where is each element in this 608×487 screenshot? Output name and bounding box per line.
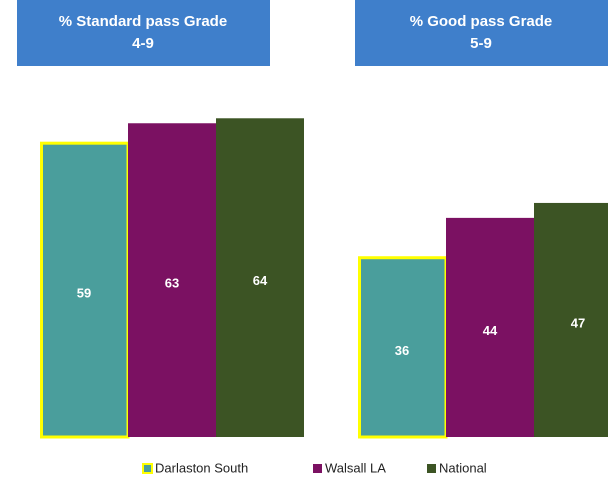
title-box: [17, 0, 270, 66]
bar: [446, 217, 534, 437]
bar: [534, 202, 608, 437]
value-label: 63: [165, 276, 179, 291]
legend-swatch: [427, 464, 436, 473]
value-label: 44: [483, 323, 498, 338]
legend-label: National: [439, 460, 487, 475]
chart-title: % Good pass Grade: [410, 13, 553, 30]
bar: [40, 141, 130, 439]
legend-label: Walsall LA: [325, 460, 386, 475]
chart-subtitle: 4-9: [132, 35, 154, 52]
legend-swatch: [142, 463, 153, 474]
value-label: 64: [253, 273, 268, 288]
legend-label: Darlaston South: [155, 460, 248, 475]
chart-title: % Standard pass Grade: [59, 13, 227, 30]
legend-swatch: [313, 464, 322, 473]
chart-subtitle: 5-9: [470, 35, 492, 52]
title-box: [355, 0, 608, 66]
value-label: 59: [77, 286, 91, 301]
value-label: 36: [395, 343, 409, 358]
bar: [216, 118, 304, 437]
value-label: 47: [571, 315, 585, 330]
bar: [128, 123, 216, 437]
